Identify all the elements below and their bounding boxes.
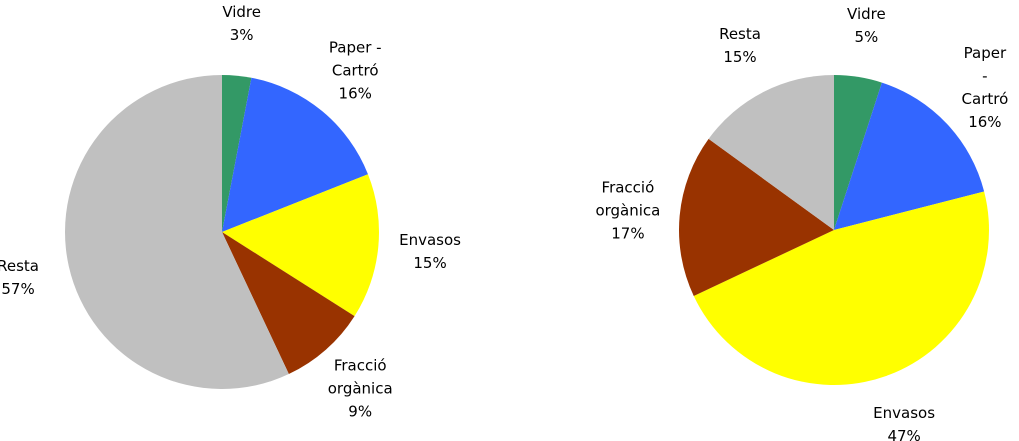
pie-slice bbox=[834, 75, 882, 230]
slice-value: 3% bbox=[229, 25, 254, 44]
slice-value: 17% bbox=[611, 224, 645, 243]
slice-label: Resta 15% bbox=[719, 23, 761, 69]
pie-slice bbox=[65, 75, 289, 389]
slice-name: Paper - Cartró bbox=[328, 38, 382, 80]
slice-name: Vidre bbox=[222, 2, 261, 21]
pie-slice bbox=[679, 138, 834, 296]
slice-name: Resta bbox=[719, 24, 761, 43]
slice-label: Resta 57% bbox=[0, 255, 39, 301]
slice-name: Envasos bbox=[399, 230, 461, 249]
pie-slice bbox=[222, 232, 355, 375]
slice-name: Envasos bbox=[873, 403, 936, 422]
slice-label: Envasos 47% bbox=[873, 402, 935, 441]
slice-value: 5% bbox=[854, 27, 879, 46]
slice-value: 15% bbox=[723, 47, 757, 66]
slice-label: Fracció orgànica 17% bbox=[587, 176, 669, 245]
slice-value: 16% bbox=[338, 84, 372, 103]
slice-label: Paper - Cartró 16% bbox=[962, 42, 1009, 134]
pie-slice bbox=[222, 75, 252, 232]
slice-label: Envasos 15% bbox=[399, 229, 461, 275]
slice-label: Fracció orgànica 9% bbox=[319, 354, 401, 423]
slice-name: Paper - Cartró bbox=[961, 44, 1009, 109]
slice-name: Fracció orgànica bbox=[327, 356, 393, 398]
slice-label: Paper - Cartró 16% bbox=[314, 36, 396, 105]
slice-name: Resta bbox=[0, 256, 39, 275]
slice-value: 47% bbox=[887, 426, 921, 441]
slice-value: 16% bbox=[968, 113, 1002, 132]
pie-slice bbox=[222, 174, 380, 317]
pie-slice bbox=[834, 82, 985, 230]
slice-value: 9% bbox=[348, 402, 373, 421]
slice-label: Vidre 5% bbox=[847, 3, 886, 49]
slice-name: Fracció orgànica bbox=[595, 178, 661, 220]
pie-slice bbox=[222, 77, 368, 232]
pie-slice bbox=[708, 75, 834, 230]
slice-name: Vidre bbox=[847, 4, 886, 23]
slice-label: Vidre 3% bbox=[222, 1, 261, 47]
slice-value: 15% bbox=[413, 253, 447, 272]
slice-value: 57% bbox=[1, 279, 35, 298]
pie-slice bbox=[693, 191, 989, 385]
